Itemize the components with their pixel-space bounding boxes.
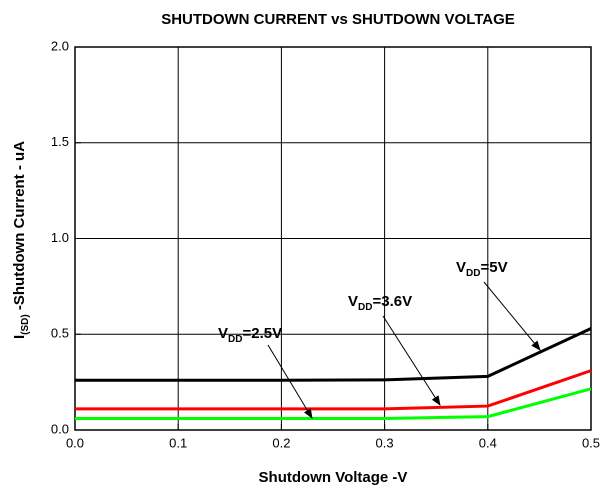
series-label-main: V	[348, 293, 358, 310]
series-label: VDD=5V	[456, 259, 508, 279]
series-line	[75, 327, 592, 382]
series-label: VDD=3.6V	[348, 293, 412, 313]
chart-title: SHUTDOWN CURRENT vs SHUTDOWN VOLTAGE	[161, 11, 515, 28]
y-tick-label: 1.5	[51, 134, 69, 149]
annotation-arrow	[267, 344, 313, 419]
y-axis-label-sub: (SD)	[20, 314, 31, 335]
annotation-arrow	[483, 281, 541, 351]
series-label: VDD=2.5V	[218, 325, 282, 345]
y-tick-label: 0.5	[51, 326, 69, 341]
y-tick-label: 1.0	[51, 230, 69, 245]
series-label-sub: DD	[228, 334, 242, 345]
series-label-main: V	[456, 259, 466, 276]
x-tick-label: 0.5	[582, 435, 600, 450]
x-tick-label: 0.2	[272, 435, 290, 450]
series-label-main: V	[218, 325, 228, 342]
series-line	[75, 369, 592, 411]
y-axis-label-main: I	[11, 335, 28, 339]
x-tick-label: 0.1	[169, 435, 187, 450]
series-label-sub: DD	[466, 268, 480, 279]
series-line	[75, 387, 592, 421]
annotation-arrow	[382, 315, 441, 406]
x-tick-label: 0.0	[66, 435, 84, 450]
x-tick-label: 0.4	[479, 435, 497, 450]
y-axis-label: I(SD) -Shutdown Current - uA	[11, 141, 31, 339]
y-tick-label: 0.0	[51, 421, 69, 436]
x-axis-label: Shutdown Voltage -V	[259, 469, 408, 486]
y-axis-label-rest: -Shutdown Current - uA	[11, 141, 28, 314]
series-label-sub: DD	[358, 302, 372, 313]
series-label-rest: =5V	[480, 259, 507, 276]
series-label-rest: =2.5V	[242, 325, 282, 342]
x-tick-label: 0.3	[376, 435, 394, 450]
plot-frame	[74, 46, 592, 431]
series-label-rest: =3.6V	[372, 293, 412, 310]
y-tick-label: 2.0	[51, 38, 69, 53]
